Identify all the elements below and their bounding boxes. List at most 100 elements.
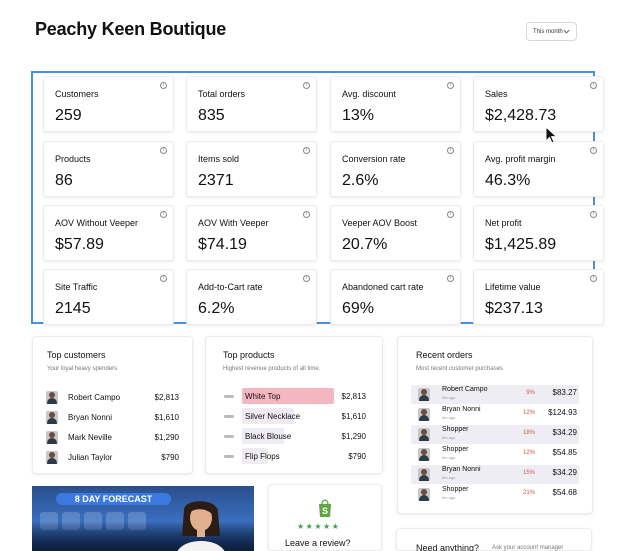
info-icon[interactable]: i bbox=[303, 211, 310, 218]
info-icon[interactable]: i bbox=[447, 147, 454, 154]
metric-value: 69% bbox=[342, 300, 375, 317]
info-icon[interactable]: i bbox=[590, 82, 597, 89]
customer-name: Mark Neville bbox=[68, 432, 113, 442]
info-icon[interactable]: i bbox=[590, 275, 597, 282]
order-time: 5m ago bbox=[442, 435, 456, 440]
customer-row[interactable]: Julian Taylor $790 bbox=[46, 448, 179, 466]
order-discount: 18% bbox=[522, 430, 535, 436]
customer-value: $1,610 bbox=[154, 412, 179, 422]
product-row[interactable]: Silver Necklace $1,610 bbox=[222, 407, 366, 425]
info-icon[interactable]: i bbox=[447, 211, 454, 218]
product-name-cell: Flip Flops bbox=[242, 447, 348, 464]
product-row[interactable]: White Top $2,813 bbox=[222, 387, 366, 405]
weather-video[interactable]: 8 DAY FORECAST bbox=[32, 486, 254, 551]
order-time: 3m ago bbox=[442, 395, 456, 400]
info-icon[interactable]: i bbox=[447, 82, 454, 89]
help-subtitle: Ask your account manager bbox=[492, 545, 564, 551]
metric-card[interactable]: Site Traffic 2145 i bbox=[43, 269, 174, 325]
customer-name: Bryan Nonni bbox=[68, 412, 113, 422]
product-value: $1,290 bbox=[341, 431, 366, 441]
metric-card[interactable]: Sales $2,428.73 i bbox=[473, 76, 604, 132]
page-title: Peachy Keen Boutique bbox=[35, 19, 227, 39]
product-value: $1,610 bbox=[341, 411, 366, 421]
review-card[interactable]: S ★★★★★ Leave a review? bbox=[268, 484, 382, 551]
metric-card[interactable]: AOV Without Veeper $57.89 i bbox=[43, 205, 174, 261]
info-icon[interactable]: i bbox=[160, 211, 167, 218]
metric-card[interactable]: Customers 259 i bbox=[43, 76, 174, 132]
metric-card[interactable]: Abandoned cart rate 69% i bbox=[330, 269, 461, 325]
presenter-image bbox=[177, 501, 225, 551]
metric-value: 13% bbox=[342, 107, 375, 124]
metric-card[interactable]: Net profit $1,425.89 i bbox=[473, 205, 604, 261]
info-icon[interactable]: i bbox=[303, 275, 310, 282]
metric-label: Veeper AOV Boost bbox=[342, 218, 418, 228]
info-icon[interactable]: i bbox=[303, 147, 310, 154]
metric-label: Avg. discount bbox=[342, 89, 396, 99]
order-time: 5m ago bbox=[442, 495, 456, 500]
review-stars: ★★★★★ bbox=[297, 522, 341, 531]
customer-value: $790 bbox=[161, 452, 179, 462]
metric-card[interactable]: Items sold 2371 i bbox=[186, 141, 317, 197]
order-row[interactable]: Bryan Nonni 3m ago 12% $124.93 bbox=[411, 405, 579, 424]
product-thumbnail bbox=[222, 413, 236, 420]
period-dropdown[interactable]: This month bbox=[526, 22, 577, 41]
metric-label: Conversion rate bbox=[342, 154, 406, 164]
order-discount: 9% bbox=[526, 390, 535, 396]
metric-card[interactable]: Avg. profit margin 46.3% i bbox=[473, 141, 604, 197]
metric-value: 86 bbox=[55, 172, 73, 189]
metric-label: Net profit bbox=[485, 218, 522, 228]
metric-label: Avg. profit margin bbox=[485, 154, 556, 164]
mouse-cursor-icon bbox=[545, 126, 558, 144]
metric-card[interactable]: Total orders 835 i bbox=[186, 76, 317, 132]
avatar bbox=[418, 428, 430, 441]
help-title: Need anything? bbox=[416, 543, 480, 551]
metric-label: Items sold bbox=[198, 154, 240, 164]
metrics-grid: Customers 259 i Total orders 835 i Avg. discou… bbox=[31, 71, 604, 325]
order-row[interactable]: Shopper 5m ago 18% $34.29 bbox=[411, 425, 579, 444]
metric-value: 2145 bbox=[55, 300, 91, 317]
info-icon[interactable]: i bbox=[160, 275, 167, 282]
metric-card[interactable]: Conversion rate 2.6% i bbox=[330, 141, 461, 197]
order-row[interactable]: Shopper 5m ago 12% $54.85 bbox=[411, 445, 579, 464]
order-row[interactable]: Bryan Nonni 5m ago 15% $34.29 bbox=[411, 465, 579, 484]
metric-card[interactable]: Products 86 i bbox=[43, 141, 174, 197]
order-row[interactable]: Robert Campo 3m ago 9% $83.27 bbox=[411, 385, 579, 404]
metric-label: Abandoned cart rate bbox=[342, 282, 424, 292]
period-label: This month bbox=[533, 28, 563, 35]
customer-row[interactable]: Bryan Nonni $1,610 bbox=[46, 408, 179, 426]
product-row[interactable]: Black Blouse $1,290 bbox=[222, 427, 366, 445]
metric-label: Add-to-Cart rate bbox=[198, 282, 263, 292]
info-icon[interactable]: i bbox=[590, 147, 597, 154]
metric-value: $1,425.89 bbox=[485, 236, 557, 253]
metric-card[interactable]: AOV With Veeper $74.19 i bbox=[186, 205, 317, 261]
customer-row[interactable]: Mark Neville $1,290 bbox=[46, 428, 179, 446]
help-card[interactable]: Need anything? Ask your account manager bbox=[396, 528, 592, 551]
info-icon[interactable]: i bbox=[590, 211, 597, 218]
metric-value: 835 bbox=[198, 107, 225, 124]
metric-value: $57.89 bbox=[55, 236, 104, 253]
info-icon[interactable]: i bbox=[447, 275, 454, 282]
order-customer: Bryan Nonni bbox=[442, 466, 481, 473]
metric-card[interactable]: Add-to-Cart rate 6.2% i bbox=[186, 269, 317, 325]
order-customer: Bryan Nonni bbox=[442, 406, 481, 413]
order-value: $54.85 bbox=[552, 448, 577, 457]
info-icon[interactable]: i bbox=[160, 147, 167, 154]
metric-card[interactable]: Avg. discount 13% i bbox=[330, 76, 461, 132]
info-icon[interactable]: i bbox=[303, 82, 310, 89]
metric-value: $74.19 bbox=[198, 236, 247, 253]
customer-row[interactable]: Robert Campo $2,813 bbox=[46, 388, 179, 406]
metric-card[interactable]: Veeper AOV Boost 20.7% i bbox=[330, 205, 461, 261]
customer-name: Robert Campo bbox=[68, 392, 121, 402]
order-customer: Robert Campo bbox=[442, 386, 488, 393]
product-thumbnail bbox=[222, 453, 236, 460]
metric-label: Site Traffic bbox=[55, 282, 98, 292]
metric-value: 20.7% bbox=[342, 236, 388, 253]
metric-label: AOV Without Veeper bbox=[55, 218, 139, 228]
customer-value: $1,290 bbox=[154, 432, 179, 442]
metric-card[interactable]: Lifetime value $237.13 i bbox=[473, 269, 604, 325]
recent-orders-subtitle: Most recent customer purchases bbox=[416, 366, 504, 372]
product-row[interactable]: Flip Flops $790 bbox=[222, 447, 366, 465]
order-row[interactable]: Shopper 5m ago 21% $54.68 bbox=[411, 485, 579, 504]
order-time: 3m ago bbox=[442, 415, 456, 420]
info-icon[interactable]: i bbox=[160, 82, 167, 89]
